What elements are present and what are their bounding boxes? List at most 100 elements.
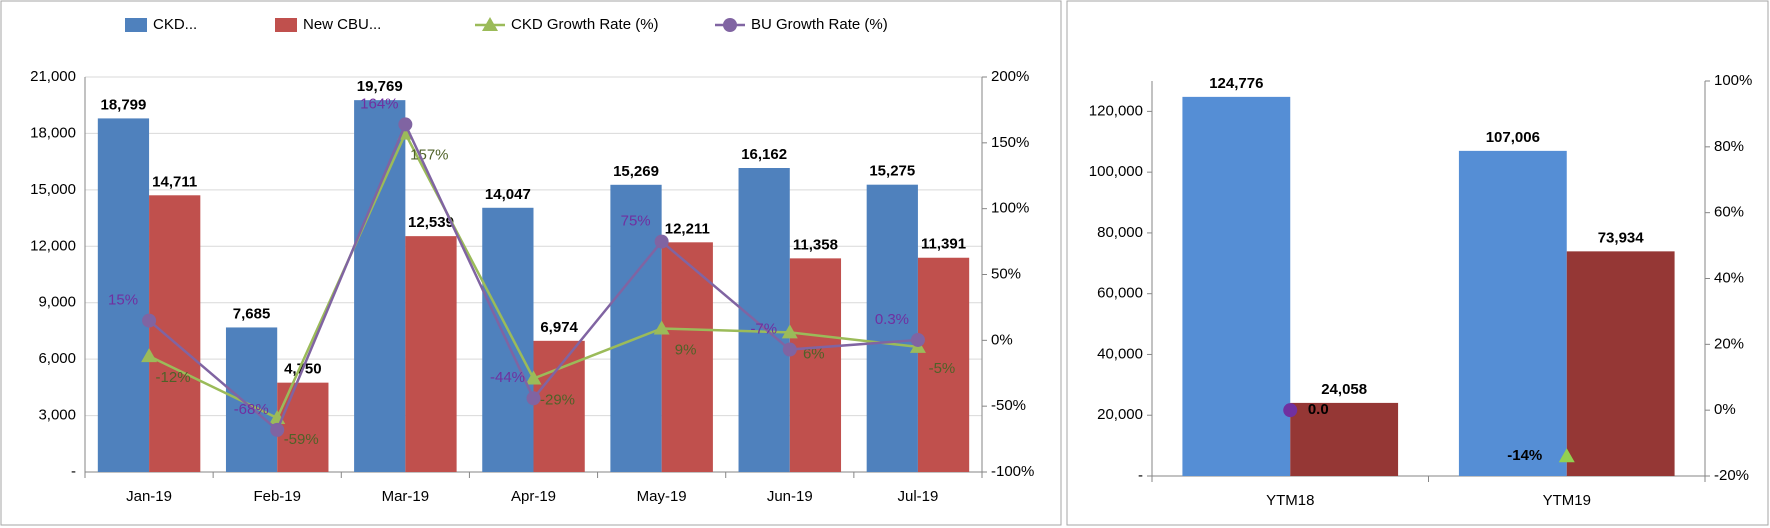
- bar: [1182, 96, 1291, 476]
- legend-swatch: [125, 18, 147, 32]
- y-tick-label: -: [71, 463, 76, 480]
- x-tick-label: Jan-19: [126, 488, 172, 505]
- legend-swatch: [275, 18, 297, 32]
- legend-label: New CBU...: [303, 16, 381, 33]
- x-tick-label: YTM18: [1266, 492, 1314, 509]
- y2-tick-label: 40%: [1714, 269, 1744, 286]
- bar: [97, 118, 150, 472]
- y-tick-label: 9,000: [38, 294, 76, 311]
- legend-marker: [723, 18, 737, 32]
- bar-value-label: 14,047: [485, 186, 531, 203]
- y-tick-label: 100,000: [1089, 163, 1143, 180]
- y2-tick-label: 80%: [1714, 138, 1744, 155]
- bar: [405, 236, 457, 472]
- y2-tick-label: -100%: [991, 463, 1034, 480]
- bar-value-label: 16,162: [741, 146, 787, 163]
- x-tick-label: Feb-19: [253, 488, 301, 505]
- y2-tick-label: 200%: [991, 68, 1029, 85]
- bar-value-label: 15,275: [869, 163, 915, 180]
- y2-tick-label: -50%: [991, 397, 1026, 414]
- x-tick-label: Jul-19: [897, 488, 938, 505]
- line-marker: [1283, 403, 1298, 418]
- y-tick-label: 6,000: [38, 350, 76, 367]
- line-value-label: 0.3%: [875, 311, 909, 328]
- line-marker: [526, 391, 541, 406]
- bar: [1290, 402, 1399, 476]
- y2-tick-label: 20%: [1714, 335, 1744, 352]
- bar-value-label: 107,006: [1486, 129, 1540, 146]
- bar: [277, 382, 329, 472]
- bar-value-label: 7,685: [233, 305, 271, 322]
- line-value-label: -59%: [284, 431, 319, 448]
- bar-value-label: 11,391: [921, 236, 966, 253]
- y-tick-label: 20,000: [1097, 406, 1143, 423]
- line-value-label: 6%: [803, 345, 825, 362]
- bar: [225, 327, 278, 472]
- y2-tick-label: -20%: [1714, 467, 1749, 484]
- bar-value-label: 15,269: [613, 163, 659, 180]
- bar-value-label: 73,934: [1598, 229, 1645, 246]
- line-marker: [910, 332, 925, 347]
- line-value-label: -5%: [929, 360, 956, 377]
- y-tick-label: -: [1138, 467, 1143, 484]
- line-value-label: 9%: [675, 341, 697, 358]
- line-marker: [525, 370, 542, 385]
- x-tick-label: Apr-19: [511, 488, 556, 505]
- bar-value-label: 19,769: [357, 78, 403, 95]
- legend-label: CKD Growth Rate (%): [511, 16, 659, 33]
- bar: [866, 184, 918, 473]
- line-marker: [1558, 448, 1575, 463]
- y-tick-label: 120,000: [1089, 102, 1143, 119]
- line-value-label: -12%: [156, 369, 191, 386]
- line-value-label: 15%: [108, 292, 138, 309]
- y-tick-label: 18,000: [30, 124, 76, 141]
- bar-value-label: 124,776: [1209, 75, 1263, 92]
- line-value-label: 0.0: [1308, 401, 1329, 418]
- bar-value-label: 12,211: [665, 220, 710, 237]
- line-value-label: -14%: [1507, 447, 1542, 464]
- legend-marker: [482, 17, 498, 31]
- x-tick-label: May-19: [637, 488, 687, 505]
- legend-label: CKD...: [153, 16, 197, 33]
- bar: [482, 207, 534, 472]
- bar: [738, 168, 790, 472]
- y2-tick-label: 100%: [1714, 72, 1752, 89]
- line-value-label: -68%: [234, 401, 269, 418]
- line-value-label: 157%: [410, 147, 448, 164]
- y-tick-label: 12,000: [30, 237, 76, 254]
- y2-tick-label: 100%: [991, 200, 1029, 217]
- bar: [149, 195, 201, 472]
- bar: [354, 100, 406, 472]
- bar-value-label: 24,058: [1321, 381, 1367, 398]
- y2-tick-label: 60%: [1714, 204, 1744, 221]
- bar: [661, 242, 713, 472]
- line-value-label: -44%: [490, 369, 525, 386]
- x-tick-label: YTM19: [1543, 492, 1591, 509]
- bar: [1566, 251, 1675, 476]
- y-tick-label: 60,000: [1097, 285, 1143, 302]
- line-marker: [142, 313, 157, 328]
- bar: [789, 258, 842, 472]
- x-tick-label: Jun-19: [767, 488, 813, 505]
- line-marker: [653, 320, 670, 335]
- y2-tick-label: 150%: [991, 134, 1029, 151]
- bar-value-label: 11,358: [793, 236, 838, 253]
- y-tick-label: 15,000: [30, 181, 76, 198]
- bar-value-label: 12,539: [408, 214, 454, 231]
- bar: [1458, 150, 1567, 476]
- y-tick-label: 3,000: [38, 407, 76, 424]
- y-tick-label: 40,000: [1097, 345, 1143, 362]
- bar: [917, 257, 970, 472]
- line-value-label: -29%: [540, 391, 575, 408]
- x-tick-label: Mar-19: [382, 488, 430, 505]
- y2-tick-label: 0%: [991, 331, 1013, 348]
- y2-tick-label: 50%: [991, 265, 1021, 282]
- bar-value-label: 14,711: [152, 173, 197, 190]
- line-marker: [654, 234, 669, 249]
- line-value-label: -7%: [750, 321, 777, 338]
- legend-label: BU Growth Rate (%): [751, 16, 888, 33]
- line-marker: [270, 422, 285, 437]
- line-value-label: 75%: [621, 213, 651, 230]
- bar: [610, 184, 662, 473]
